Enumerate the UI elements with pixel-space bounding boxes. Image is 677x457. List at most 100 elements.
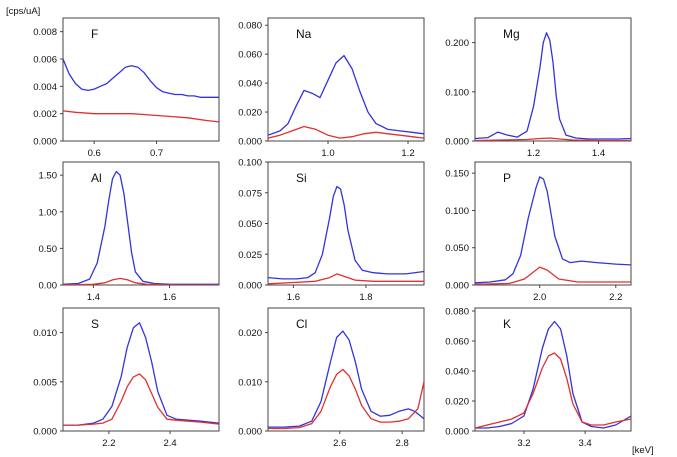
cl-blue-spectrum-line [268,330,424,428]
plot-frame [267,307,425,432]
k-red-spectrum-line [475,352,631,429]
y-tick-label: 0.000 [33,137,57,148]
y-tick-label: 0.000 [445,281,469,292]
x-tick-label: 0.7 [150,148,163,159]
y-tick-label: 0.000 [445,137,469,148]
y-tick-label: 0.000 [238,137,262,148]
x-tick-label: 1.4 [592,148,605,159]
element-label: K [503,317,511,331]
f-red-spectrum-line [63,110,219,123]
s-blue-spectrum-line [63,322,219,426]
y-tick-label: 0.010 [238,377,262,388]
x-tick-label: 1.6 [287,292,300,303]
y-tick-label: 0.100 [445,87,469,98]
y-tick-label: 0.040 [445,367,469,378]
x-tick-label: 2.4 [163,438,176,449]
y-tick-label: 0.020 [238,328,262,339]
y-tick-label: 0.080 [445,307,469,318]
x-unit-label: [keV] [632,445,654,456]
y-tick-label: 0.050 [238,219,262,230]
series-group [475,32,631,141]
al-red-spectrum-line [63,277,219,285]
y-tick-label: 0.100 [238,158,262,169]
mg-red-spectrum-line [475,137,631,141]
series-group [63,58,219,123]
element-label: Si [296,171,307,185]
plot-frame [62,17,220,142]
element-label: P [503,171,511,185]
x-tick-label: 2.6 [333,438,346,449]
element-label: Na [296,27,312,41]
panel-s: 0.000 0.005 0.010 2.2 2.4 S [33,307,220,449]
series-group [268,54,424,139]
x-tick-label: 2.8 [396,438,409,449]
panel-mg: 0.000 0.100 0.200 1.2 1.4 Mg [445,17,632,159]
y-tick-label: 0.150 [445,169,469,180]
y-tick-label: 0.008 [33,27,57,38]
x-tick-label: 3.2 [517,438,530,449]
panel-p: 0.000 0.050 0.100 0.150 2.0 2.2 P [445,161,632,303]
x-tick-label: 2.2 [102,438,115,449]
s-red-spectrum-line [63,373,219,426]
x-tick-label: 2.0 [533,292,546,303]
y-tick-label: 0.010 [33,328,57,339]
y-tick-label: 0.000 [33,427,57,438]
y-tick-label: 0.060 [238,50,262,61]
x-tick-label: 3.4 [579,438,592,449]
y-tick-label: 0.020 [445,397,469,408]
x-tick-label: 2.2 [609,292,622,303]
y-tick-label: 0.200 [445,38,469,49]
y-tick-label: 0.004 [33,82,57,93]
y-tick-label: 0.006 [33,55,57,66]
y-tick-label: 0.005 [33,377,57,388]
p-red-spectrum-line [475,266,631,285]
panel-al: 0.00 0.50 1.00 1.50 1.4 1.6 Al [39,161,220,303]
series-group [268,330,424,430]
series-group [475,176,631,285]
f-blue-spectrum-line [63,58,219,98]
x-tick-label: 1.4 [87,292,100,303]
panel-na: 0.000 0.020 0.040 0.060 0.080 1.0 1.2 Na [238,17,425,159]
element-label: F [91,27,98,41]
na-blue-spectrum-line [268,54,424,136]
plot-frame [267,17,425,142]
x-tick-label: 1.2 [527,148,540,159]
na-red-spectrum-line [268,125,424,139]
element-label: Cl [296,317,307,331]
y-tick-label: 0.020 [238,108,262,119]
si-red-spectrum-line [268,273,424,285]
y-tick-label: 0.100 [445,206,469,217]
k-blue-spectrum-line [475,320,631,429]
panel-si: 0.000 0.025 0.050 0.075 0.100 1.6 1.8 Si [238,158,425,303]
element-label: S [91,317,99,331]
al-blue-spectrum-line [63,170,219,285]
x-tick-label: 1.0 [321,148,334,159]
y-tick-label: 1.00 [39,207,58,218]
y-tick-label: 1.50 [39,171,58,182]
plot-frame [474,17,632,142]
y-tick-label: 0.000 [238,281,262,292]
plot-frame [474,307,632,432]
x-tick-label: 0.6 [88,148,101,159]
y-tick-label: 0.060 [445,337,469,348]
plot-frame [62,307,220,432]
si-blue-spectrum-line [268,185,424,280]
element-label: Al [91,171,102,185]
y-tick-label: 0.025 [238,250,262,261]
y-unit-label: [cps/uA] [6,6,40,17]
y-tick-label: 0.002 [33,109,57,120]
series-group [475,320,631,429]
y-tick-label: 0.00 [39,281,58,292]
x-tick-label: 1.2 [401,148,414,159]
mg-blue-spectrum-line [475,32,631,140]
y-tick-label: 0.040 [238,79,262,90]
cl-red-spectrum-line [268,368,424,430]
panel-k: 0.000 0.020 0.040 0.060 0.080 3.2 3.4 K [445,307,632,449]
plot-frame [267,161,425,286]
y-tick-label: 0.050 [445,243,469,254]
element-label: Mg [503,27,520,41]
y-tick-label: 0.080 [238,21,262,32]
x-tick-label: 1.6 [163,292,176,303]
